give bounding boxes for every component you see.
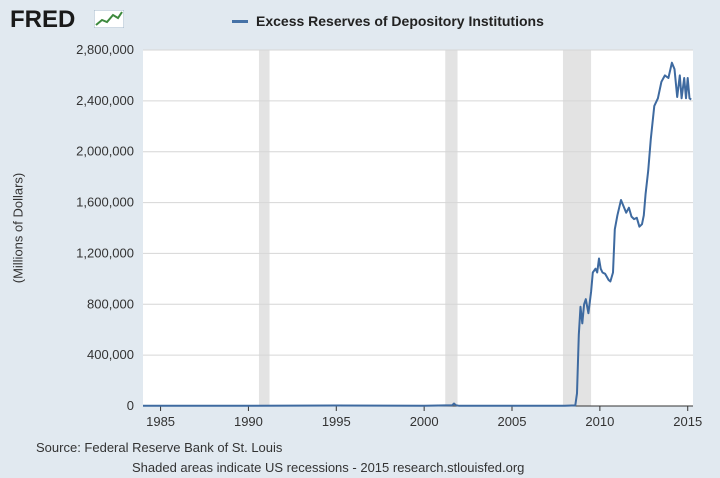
x-tick-label: 2010 xyxy=(585,414,614,429)
legend-line-swatch xyxy=(232,19,248,23)
y-tick-label: 0 xyxy=(127,398,134,413)
y-tick-label: 2,400,000 xyxy=(76,93,134,108)
fred-logo[interactable]: FRED xyxy=(10,6,76,33)
x-tick-label: 2000 xyxy=(410,414,439,429)
legend-series-name: Excess Reserves of Depository Institutio… xyxy=(256,13,544,29)
series-line xyxy=(143,61,692,407)
recession-band xyxy=(445,50,458,406)
x-tick-label: 1995 xyxy=(322,414,351,429)
x-tick-label: 1990 xyxy=(234,414,263,429)
y-tick-label: 400,000 xyxy=(87,347,134,362)
recession-band xyxy=(258,50,270,406)
x-tick-label: 1985 xyxy=(146,414,175,429)
y-tick-label: 1,200,000 xyxy=(76,245,134,260)
y-tick-label: 2,800,000 xyxy=(76,42,134,57)
recession-band xyxy=(562,50,592,406)
y-tick-label: 1,600,000 xyxy=(76,195,134,210)
recession-note: Shaded areas indicate US recessions - 20… xyxy=(132,460,525,475)
chart-header: FRED Excess Reserves of Depository Insti… xyxy=(0,0,720,44)
y-tick-label: 800,000 xyxy=(87,296,134,311)
fred-logo-graph-icon xyxy=(94,10,124,28)
y-tick-label: 2,000,000 xyxy=(76,144,134,159)
x-tick-label: 2015 xyxy=(673,414,702,429)
x-tick-label: 2005 xyxy=(498,414,527,429)
chart-legend: Excess Reserves of Depository Institutio… xyxy=(232,13,544,29)
source-note: Source: Federal Reserve Bank of St. Loui… xyxy=(36,440,283,455)
plot-area xyxy=(143,50,693,406)
